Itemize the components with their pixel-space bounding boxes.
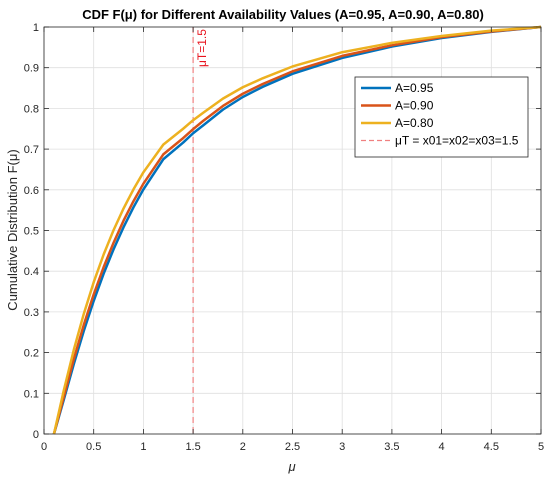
series-line — [52, 25, 542, 435]
y-tick-label: 0.6 — [24, 185, 39, 197]
y-axis-ticks: 0 0.1 0.2 0.3 0.4 0.5 0.6 0.7 0.8 0.9 1 — [24, 22, 541, 441]
x-tick-label: 1 — [140, 441, 146, 453]
x-axis-ticks: 0 0.5 1 1.5 2 2.5 3 3.5 4 4.5 5 — [41, 27, 544, 453]
x-tick-label: 4 — [439, 441, 445, 453]
y-tick-label: 0.7 — [24, 144, 39, 156]
y-tick-label: 0 — [33, 429, 39, 441]
legend-box — [354, 76, 529, 158]
x-tick-label: 1.5 — [185, 441, 200, 453]
reference-line-label: μT=1.5 — [195, 29, 209, 67]
y-tick-label: 0.8 — [24, 103, 39, 115]
y-tick-label: 0.5 — [24, 226, 39, 238]
legend-label: A=0.95 — [395, 81, 434, 95]
x-tick-label: 0 — [41, 441, 47, 453]
legend-label: A=0.90 — [395, 99, 434, 113]
y-tick-label: 1 — [33, 22, 39, 34]
chart-title: CDF F(μ) for Different Availability Valu… — [82, 7, 484, 22]
y-tick-label: 0.1 — [24, 388, 39, 400]
x-axis-label: μ — [287, 459, 295, 474]
y-axis-label: Cumulative Distribution F(μ) — [5, 149, 20, 310]
x-tick-label: 2 — [240, 441, 246, 453]
legend-label-reference: μT = x01=x02=x03=1.5 — [395, 134, 519, 148]
series-lines — [52, 25, 542, 435]
x-tick-label: 3 — [339, 441, 345, 453]
x-tick-label: 4.5 — [484, 441, 499, 453]
x-tick-label: 0.5 — [86, 441, 101, 453]
reference-line: μT=1.5 — [192, 27, 209, 434]
series-line — [52, 25, 542, 435]
x-tick-label: 3.5 — [384, 441, 399, 453]
y-tick-label: 0.9 — [24, 63, 39, 75]
legend-label: A=0.80 — [395, 116, 434, 130]
series-line — [52, 25, 542, 435]
y-tick-label: 0.2 — [24, 348, 39, 360]
x-tick-label: 5 — [538, 441, 544, 453]
legend: A=0.95 A=0.90 A=0.80 μT = x01=x02=x03=1.5 — [354, 76, 529, 158]
y-tick-label: 0.4 — [24, 266, 39, 278]
x-tick-label: 2.5 — [285, 441, 300, 453]
y-tick-label: 0.3 — [24, 307, 39, 319]
